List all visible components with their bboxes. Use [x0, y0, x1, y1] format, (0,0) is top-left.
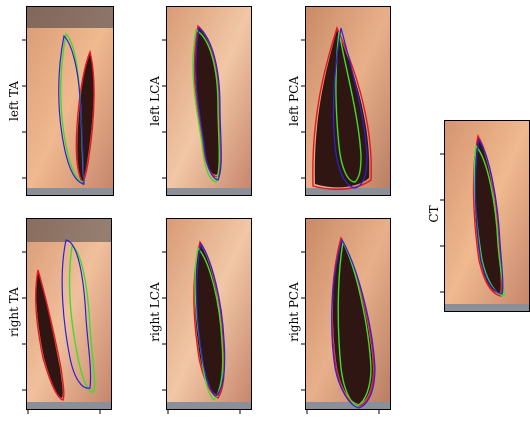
- y-ticks: [301, 251, 305, 391]
- panel-label-left-lca: left LCA: [148, 76, 162, 126]
- base-bar: [166, 402, 252, 410]
- panel-right-lca: [162, 218, 252, 414]
- base-bar: [26, 188, 114, 196]
- y-ticks: [22, 251, 26, 391]
- axes-frame: [166, 6, 252, 196]
- glottis-dark-region: [194, 28, 219, 175]
- panel-ct-image: [440, 120, 530, 312]
- contour-blue: [195, 242, 226, 397]
- shadow-region: [26, 218, 112, 242]
- base-bar: [305, 402, 391, 410]
- panel-right-pca-image: [301, 218, 391, 414]
- contour-green: [337, 239, 372, 407]
- contour-green: [192, 28, 221, 183]
- axes-frame: [166, 218, 252, 410]
- base-bar: [444, 304, 530, 312]
- glottis-dark-region: [77, 54, 94, 182]
- panel-left-ta-image: [22, 6, 114, 196]
- contour-blue: [331, 238, 376, 409]
- panel-right-ta-image: [22, 218, 112, 414]
- contour-red: [472, 134, 503, 297]
- panel-ct: [440, 120, 530, 312]
- contour-green: [335, 31, 362, 183]
- panel-label-right-ta: right TA: [7, 287, 21, 337]
- x-ticks: [306, 410, 380, 414]
- panel-label-right-lca: right LCA: [148, 282, 162, 342]
- contour-green: [194, 246, 224, 402]
- panel-left-ta: [22, 6, 114, 196]
- panel-label-left-ta: left TA: [7, 80, 21, 122]
- base-bar: [26, 402, 112, 410]
- contour-blue: [58, 34, 85, 185]
- y-ticks: [162, 251, 166, 391]
- panel-right-lca-image: [162, 218, 252, 414]
- base-bar: [305, 188, 391, 196]
- axes-frame: [305, 218, 391, 410]
- base-bar: [166, 188, 252, 196]
- y-ticks: [22, 39, 26, 179]
- panel-right-pca: [301, 218, 391, 414]
- contour-red: [312, 26, 372, 191]
- panel-right-ta: [22, 218, 112, 414]
- shadow-region: [26, 6, 114, 28]
- contour-blue: [474, 138, 504, 295]
- axes-frame: [305, 6, 391, 196]
- contour-blue: [195, 26, 222, 181]
- glottis-dark-region: [314, 30, 370, 188]
- glottis-dark-region: [332, 240, 373, 404]
- contour-green: [68, 244, 96, 393]
- contour-red: [35, 269, 65, 401]
- x-ticks: [167, 410, 241, 414]
- y-ticks: [440, 153, 444, 293]
- y-ticks: [301, 39, 305, 179]
- y-ticks: [162, 39, 166, 179]
- glottis-dark-region: [36, 272, 63, 398]
- contour-red: [193, 240, 225, 399]
- panel-left-pca-image: [301, 6, 391, 196]
- panel-left-lca: [162, 6, 252, 196]
- panel-left-lca-image: [162, 6, 252, 196]
- panel-label-right-pca: right PCA: [287, 282, 301, 342]
- panel-label-ct: CT: [427, 205, 441, 223]
- axes-frame: [26, 6, 114, 196]
- panel-left-pca: [301, 6, 391, 196]
- axes-frame: [26, 218, 112, 410]
- panel-label-left-pca: left PCA: [287, 76, 301, 126]
- contour-blue: [61, 239, 92, 389]
- x-ticks: [27, 410, 101, 414]
- contour-blue: [332, 27, 368, 189]
